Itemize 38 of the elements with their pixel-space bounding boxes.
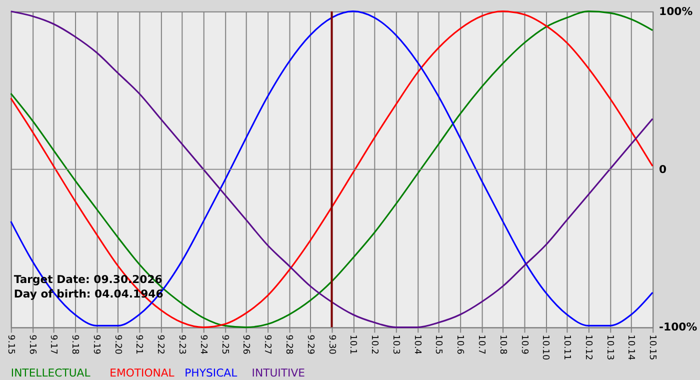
x-tick-label: 10.15 bbox=[647, 334, 658, 360]
x-tick-label: 9.24 bbox=[198, 334, 208, 355]
text: EMOTIONAL bbox=[110, 366, 174, 380]
x-tick-label: 9.26 bbox=[240, 334, 251, 355]
y-tick-label: 100% bbox=[659, 4, 693, 18]
x-tick-label: 10.1 bbox=[348, 334, 358, 354]
x-tick-label: 9.25 bbox=[219, 334, 230, 354]
x-tick-label: 10.7 bbox=[476, 334, 486, 354]
x-tick-label: 10.5 bbox=[433, 334, 444, 354]
x-tick-label: 9.15 bbox=[5, 334, 16, 354]
x-tick-label: 9.22 bbox=[155, 334, 166, 354]
x-tick-label: 10.10 bbox=[540, 334, 550, 360]
x-tick-label: 10.6 bbox=[454, 334, 465, 355]
x-tick-label: 9.21 bbox=[134, 334, 144, 354]
x-tick-label: 9.20 bbox=[112, 334, 122, 355]
x-tick-label: 9.30 bbox=[326, 334, 336, 355]
x-tick-label: 10.4 bbox=[412, 334, 422, 355]
y-tick-label: -100% bbox=[659, 320, 698, 334]
x-tick-label: 10.14 bbox=[626, 334, 636, 360]
x-tick-label: 10.11 bbox=[562, 334, 572, 360]
x-tick-label: 10.3 bbox=[390, 334, 400, 354]
x-tick-label: 9.28 bbox=[283, 334, 294, 355]
x-tick-label: 9.19 bbox=[90, 334, 101, 355]
text: INTELLECTUAL bbox=[10, 366, 90, 380]
x-tick-label: 9.27 bbox=[262, 334, 272, 354]
y-tick-label: 0 bbox=[659, 162, 668, 176]
x-tick-label: 9.18 bbox=[70, 334, 80, 355]
x-tick-label: 10.12 bbox=[582, 334, 593, 360]
x-tick-label: 9.17 bbox=[48, 334, 58, 354]
x-tick-label: 10.2 bbox=[369, 334, 380, 354]
x-tick-label: 9.16 bbox=[26, 334, 37, 355]
x-tick-label: 10.9 bbox=[518, 334, 529, 355]
x-tick-label: 9.23 bbox=[176, 334, 187, 354]
x-tick-label: 10.8 bbox=[497, 334, 508, 355]
x-tick-label: 9.29 bbox=[304, 334, 315, 355]
x-tick-label: 10.13 bbox=[604, 334, 614, 360]
text: INTUITIVE bbox=[252, 366, 306, 380]
text: PHYSICAL bbox=[184, 366, 238, 380]
